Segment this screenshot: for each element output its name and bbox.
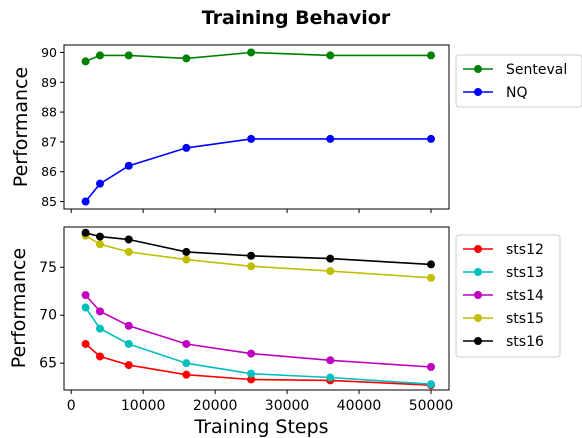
series-line-NQ: [84, 138, 431, 203]
legend-label-sts13: sts13: [506, 265, 544, 281]
legend-marker-sts16: [474, 337, 482, 345]
top-ylabel: Performance: [10, 67, 32, 187]
legend-label-sts12: sts12: [506, 242, 544, 258]
series-line-sts16: [85, 232, 432, 266]
data-point-Senteval: [427, 51, 436, 60]
data-point-sts16: [81, 228, 90, 237]
top-ytick-label: 86: [41, 164, 57, 179]
data-point-Senteval: [247, 48, 256, 57]
data-point-sts14: [182, 339, 191, 348]
data-point-sts16: [182, 247, 191, 256]
data-point-sts14: [247, 349, 256, 358]
bottom-ylabel: Performance: [8, 248, 30, 368]
bottom-xlabel: Training Steps: [193, 416, 328, 438]
data-point-sts15: [124, 247, 133, 256]
data-point-sts13: [95, 324, 104, 333]
data-point-NQ: [81, 197, 90, 206]
bottom-xtick-label: 20000: [193, 398, 238, 414]
figure-title: Training Behavior: [202, 7, 391, 29]
legend-marker-sts14: [474, 291, 482, 299]
data-point-sts16: [95, 232, 104, 241]
top-legend-box: [455, 54, 582, 108]
top-ytick-label: 90: [41, 45, 57, 60]
top-ytick-label: 87: [41, 134, 57, 149]
bottom-xtick-label: 30000: [265, 398, 310, 414]
data-point-sts16: [427, 260, 436, 269]
legend-label-sts16: sts16: [506, 334, 544, 350]
top-ytick-label: 85: [41, 194, 57, 209]
data-point-NQ: [247, 134, 256, 143]
top-axes-frame: [63, 44, 450, 210]
data-point-sts15: [427, 273, 436, 282]
top-ytick-label: 88: [41, 105, 57, 120]
legend-label-NQ: NQ: [506, 85, 528, 101]
data-point-NQ: [326, 134, 335, 143]
data-point-sts13: [81, 303, 90, 312]
data-point-sts13: [247, 369, 256, 378]
data-point-sts12: [182, 370, 191, 379]
legend-marker-NQ: [474, 88, 482, 96]
data-point-sts12: [81, 339, 90, 348]
bottom-ytick-label: 70: [39, 308, 57, 324]
legend-marker-sts13: [474, 268, 482, 276]
data-point-sts14: [124, 321, 133, 330]
top-ytick-label: 89: [41, 75, 57, 90]
bottom-legend-box: [455, 234, 561, 358]
data-point-sts12: [95, 352, 104, 361]
legend-marker-Senteval: [474, 65, 482, 73]
data-point-sts13: [427, 380, 436, 389]
data-point-sts14: [81, 291, 90, 300]
data-point-sts14: [326, 356, 335, 365]
data-point-Senteval: [326, 51, 335, 60]
data-point-sts16: [326, 254, 335, 263]
bottom-xtick-label: 40000: [337, 398, 382, 414]
bottom-ytick-label: 75: [39, 260, 57, 276]
top-panel: 85 86 87 88 89 90 Performance Senteval NQ: [10, 44, 582, 213]
data-point-Senteval: [81, 57, 90, 66]
data-point-Senteval: [124, 51, 133, 60]
data-point-sts12: [124, 361, 133, 370]
data-point-sts15: [182, 255, 191, 264]
legend-label-Senteval: Senteval: [506, 62, 567, 78]
legend-label-sts14: sts14: [506, 288, 544, 304]
data-point-sts13: [124, 339, 133, 348]
bottom-xtick-label: 0: [67, 398, 76, 414]
series-line-sts14: [85, 294, 432, 368]
series-line-sts13: [84, 307, 432, 385]
data-point-sts13: [182, 359, 191, 368]
legend-marker-sts15: [474, 314, 482, 322]
legend-marker-sts12: [474, 245, 482, 253]
data-point-sts15: [247, 262, 256, 271]
data-point-sts12: [247, 375, 256, 384]
data-point-NQ: [95, 179, 104, 188]
data-point-sts14: [427, 362, 436, 371]
series-line-sts12: [85, 343, 432, 386]
bottom-panel: 65 70 75 0 10000 20000 30000 40000 50000 Performa…: [8, 226, 561, 438]
legend-label-sts15: sts15: [506, 311, 544, 327]
data-point-sts14: [95, 307, 104, 316]
bottom-ytick-label: 65: [39, 356, 57, 372]
data-point-sts15: [95, 240, 104, 249]
data-point-Senteval: [182, 54, 191, 63]
bottom-xtick-label: 50000: [409, 398, 454, 414]
series-line-Senteval: [85, 51, 431, 63]
data-point-NQ: [182, 143, 191, 152]
data-point-sts13: [326, 373, 335, 382]
data-point-sts15: [326, 267, 335, 276]
data-point-sts16: [124, 235, 133, 244]
bottom-axes-frame: [63, 226, 450, 391]
data-point-NQ: [124, 161, 133, 170]
bottom-xtick-label: 10000: [121, 398, 166, 414]
data-point-Senteval: [95, 51, 104, 60]
data-point-sts16: [247, 251, 256, 260]
data-point-NQ: [427, 134, 436, 143]
